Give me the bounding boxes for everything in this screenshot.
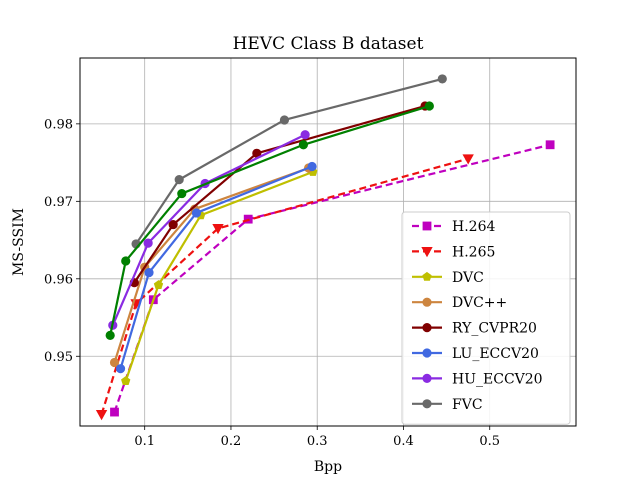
x-tick-label: 0.4 [393, 434, 414, 449]
legend-label: LU_ECCV20 [452, 346, 539, 362]
data-point [545, 140, 555, 150]
legend-marker [422, 221, 432, 231]
data-point [437, 74, 447, 84]
y-tick-label: 0.97 [44, 195, 73, 210]
series-line [119, 165, 313, 369]
legend-item: H.265 [412, 244, 495, 260]
data-point [174, 175, 184, 185]
series-line [124, 170, 314, 382]
x-tick-label: 0.2 [221, 434, 242, 449]
legend-marker [422, 271, 432, 281]
data-point [153, 280, 164, 289]
chart-title: HEVC Class B dataset [233, 34, 424, 54]
series-line [100, 157, 469, 415]
legend-label: FVC [452, 397, 483, 413]
legend-label: RY_CVPR20 [452, 321, 537, 337]
data-point [95, 409, 108, 421]
legend-label: HU_ECCV20 [452, 371, 543, 387]
x-tick-label: 0.5 [479, 434, 500, 449]
data-point [462, 154, 474, 165]
y-axis-title: MS-SSIM [11, 208, 27, 276]
legend: H.264 H.265 DVC DVC++ RY_CVPR20 LU_ECCV20 HU_E… [401, 211, 571, 425]
y-tick-label: 0.98 [44, 117, 73, 132]
legend-marker [422, 297, 432, 307]
data-point [110, 407, 119, 417]
legend-label: H.264 [452, 219, 495, 235]
data-point [121, 376, 131, 386]
data-point [144, 268, 154, 278]
legend-label: H.265 [452, 244, 495, 260]
legend-marker [422, 348, 432, 358]
data-point [307, 161, 317, 172]
legend-item: DVC [412, 270, 484, 286]
x-tick-label: 0.3 [307, 434, 328, 449]
data-point [143, 238, 153, 248]
legend-label: DVC [452, 270, 484, 286]
data-point [177, 188, 187, 199]
ticks: 0.1 0.2 0.3 0.4 0.5 0.95 0.96 0.97 0.98 [44, 117, 500, 449]
legend-box [401, 211, 571, 425]
series-unlabeled [105, 101, 434, 340]
data-point [121, 256, 131, 266]
data-point [298, 140, 309, 150]
series-line [111, 133, 306, 326]
y-tick-label: 0.96 [44, 272, 73, 287]
data-point [109, 357, 120, 368]
data-point [115, 364, 126, 374]
data-point [105, 330, 115, 340]
legend-marker [422, 373, 432, 383]
legend-marker [421, 246, 433, 258]
series-line [135, 77, 443, 245]
data-point [424, 101, 434, 111]
data-point [212, 224, 224, 235]
legend-item: FVC [412, 397, 483, 413]
x-tick-label: 0.1 [134, 434, 155, 449]
y-tick-label: 0.95 [44, 350, 73, 365]
data-point [279, 115, 290, 125]
series-line [133, 104, 426, 284]
x-axis-title: Bpp [314, 459, 342, 475]
series-lu-eccv20 [115, 161, 317, 374]
legend-item: RY_CVPR20 [412, 321, 537, 337]
data-point [168, 219, 178, 230]
legend-label: DVC++ [452, 295, 507, 311]
legend-item: DVC++ [412, 295, 507, 311]
series-line [113, 166, 309, 363]
axes-frame [79, 57, 577, 427]
legend-item: HU_ECCV20 [412, 371, 543, 387]
data-point [300, 130, 310, 140]
legend-item: H.264 [412, 219, 495, 235]
series-dvc [121, 166, 318, 386]
series-layer [95, 74, 555, 421]
legend-marker [422, 399, 432, 409]
legend-item: LU_ECCV20 [412, 346, 539, 362]
data-point [191, 208, 202, 218]
legend-marker [422, 322, 432, 333]
